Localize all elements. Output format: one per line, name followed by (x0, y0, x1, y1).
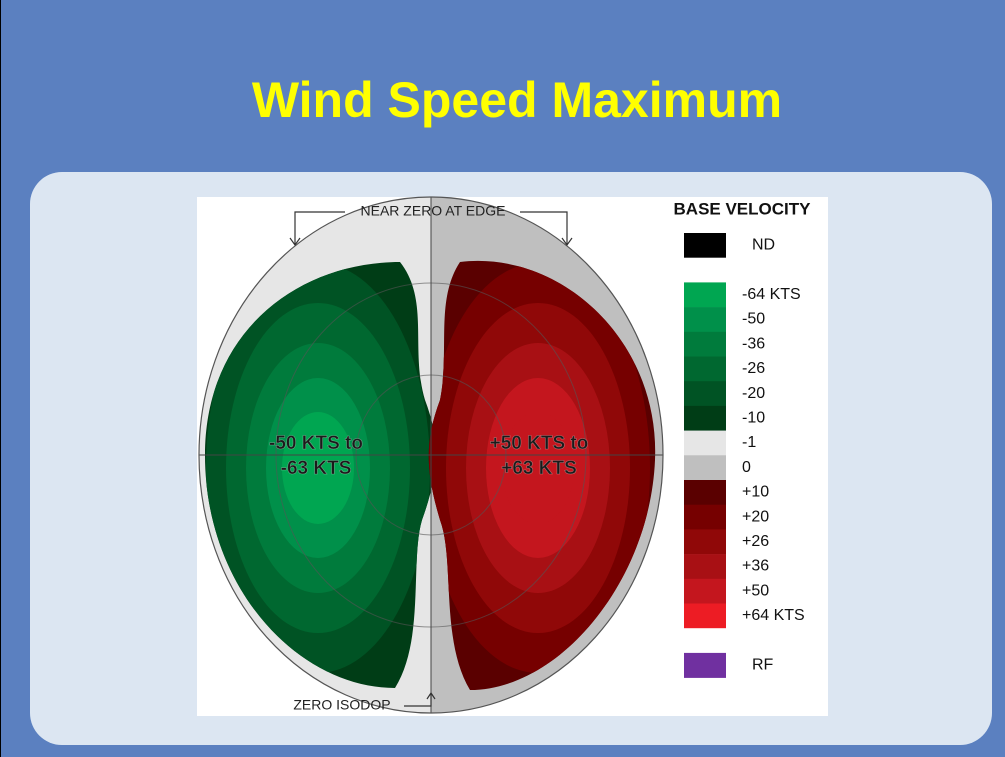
legend-swatch (684, 430, 726, 456)
legend-label: -10 (742, 409, 765, 426)
lobe-label: +50 KTS to (490, 433, 589, 454)
legend-label: +36 (742, 558, 769, 575)
top-label: NEAR ZERO AT EDGE (361, 203, 506, 219)
lobe-label: +63 KTS (501, 458, 577, 479)
legend-label: -26 (742, 360, 765, 377)
legend-swatch (684, 554, 726, 580)
legend-title: BASE VELOCITY (674, 199, 812, 218)
isodop-arrow (404, 691, 436, 707)
legend-label: -50 (742, 311, 765, 328)
legend-swatch (684, 603, 726, 629)
legend-swatch (684, 381, 726, 407)
legend: ND-64 KTS-50-36-26-20-10-10+10+20+26+36+… (684, 233, 805, 678)
legend-swatch (684, 307, 726, 333)
slide-title: Wind Speed Maximum (252, 72, 782, 128)
lobe-label: -50 KTS to (269, 433, 363, 454)
legend-swatch (684, 504, 726, 530)
legend-label: -64 KTS (742, 286, 801, 303)
legend-label: +10 (742, 484, 769, 501)
legend-label: +64 KTS (742, 607, 805, 624)
legend-label: 0 (742, 459, 751, 476)
legend-label: +20 (742, 508, 769, 525)
legend-swatch (684, 480, 726, 505)
legend-swatch (684, 628, 726, 654)
lobe-label: -63 KTS (281, 458, 352, 479)
legend-swatch (684, 405, 726, 431)
legend-label: ND (752, 237, 775, 254)
legend-swatch (684, 455, 726, 481)
legend-swatch (684, 529, 726, 555)
legend-swatch (684, 233, 726, 258)
legend-swatch (684, 652, 726, 678)
legend-label: +26 (742, 533, 769, 550)
legend-swatch (684, 331, 726, 357)
legend-swatch (684, 282, 726, 308)
legend-label: -1 (742, 434, 756, 451)
lobe-band (282, 412, 354, 524)
lobe-band (502, 412, 574, 524)
legend-label: -20 (742, 385, 765, 402)
legend-label: RF (752, 656, 774, 673)
radar-edge (198, 196, 664, 714)
legend-label: +50 (742, 582, 769, 599)
legend-label: -36 (742, 335, 765, 352)
bracket-arrows (289, 211, 573, 247)
legend-swatch (684, 356, 726, 382)
legend-swatch (684, 578, 726, 604)
legend-swatch (684, 257, 726, 283)
bottom-label: ZERO ISODOP (293, 697, 390, 713)
